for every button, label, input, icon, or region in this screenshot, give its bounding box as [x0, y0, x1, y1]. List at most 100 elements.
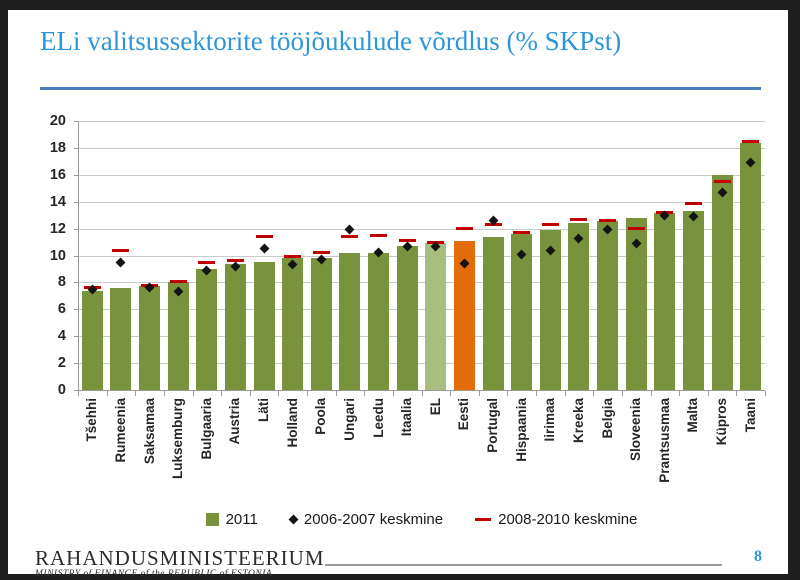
diamond-marker-Ungari — [344, 224, 355, 235]
x-tick-label-Küpros: Küpros — [714, 398, 730, 446]
x-axis-tick — [736, 391, 738, 396]
bar-Taani — [740, 142, 762, 390]
bar-Tšehhi — [81, 290, 103, 390]
legend-item-2011: 2011 — [205, 510, 258, 528]
x-tick-label-Iirimaa: Iirimaa — [542, 398, 558, 442]
dash-marker-Leedu — [370, 233, 388, 237]
dash-marker-Taani — [742, 139, 760, 143]
x-tick-label-Austria: Austria — [227, 398, 243, 445]
diamond-marker-Läti — [259, 243, 270, 254]
diamond-marker-Rumeenia — [115, 257, 126, 268]
x-axis-tick — [249, 391, 251, 396]
dash-marker-Luksemburg — [169, 279, 187, 283]
y-axis-tick — [74, 147, 79, 149]
x-tick-label-Holland: Holland — [284, 398, 300, 448]
title-divider — [40, 87, 761, 90]
page-number: 8 — [754, 548, 762, 565]
x-tick-label-Läti: Läti — [256, 398, 272, 423]
bar-Poola — [310, 258, 332, 390]
x-tick-label-Taani: Taani — [742, 398, 758, 433]
legend-label-2011: 2011 — [225, 510, 258, 528]
x-tick-label-Prantsusmaa: Prantsusmaa — [656, 398, 672, 483]
gridline — [78, 309, 765, 311]
x-axis-tick — [163, 391, 165, 396]
ministry-subtitle: MINISTRY of FINANCE of the REPUBLIC of E… — [35, 569, 273, 579]
y-tick-label: 16 — [49, 166, 66, 183]
x-axis-tick — [679, 391, 681, 396]
bar-chart: 0 2 4 6 8 10 12 14 16 18 20 Tšehhi Rumeenia Saksamaa L… — [8, 10, 788, 574]
y-axis-tick — [74, 309, 79, 311]
x-tick-label-Belgia: Belgia — [599, 398, 615, 439]
dash-marker-Holland — [284, 255, 302, 259]
dash-marker-Iirimaa — [541, 223, 559, 227]
bar-Prantsusmaa — [654, 212, 676, 390]
dash-marker-Eesti — [455, 227, 473, 231]
bar-Ungari — [339, 252, 361, 390]
gridline — [78, 255, 765, 257]
chart-legend: 2011 2006-2007 keskmine 2008-2010 keskmi… — [78, 506, 765, 532]
dash-marker-Bulgaaria — [198, 260, 216, 264]
y-axis-tick — [74, 336, 79, 338]
legend-label-2006-2007: 2006-2007 keskmine — [303, 510, 444, 528]
x-tick-label-Leedu: Leedu — [370, 398, 386, 438]
bar-Leedu — [368, 252, 390, 390]
bar-Malta — [682, 211, 704, 390]
bar-EL — [425, 243, 447, 390]
y-axis-tick — [74, 363, 79, 365]
bar-Itaalia — [396, 246, 418, 390]
x-tick-label-Poola: Poola — [313, 398, 329, 435]
bar-Holland — [282, 258, 304, 390]
y-axis-tick — [74, 282, 79, 284]
x-axis-tick — [593, 391, 595, 396]
gridline — [78, 336, 765, 338]
x-axis-tick — [536, 391, 537, 396]
y-axis-tick — [74, 121, 79, 122]
y-axis-tick — [74, 390, 79, 391]
gridline — [78, 228, 765, 230]
y-tick-label: 18 — [49, 139, 66, 156]
dash-marker-Poola — [312, 251, 330, 255]
dash-marker-Hispaania — [513, 231, 531, 235]
x-axis-tick — [278, 391, 280, 396]
bar-Eesti — [453, 240, 475, 390]
presentation-slide: ELi valitsussektorite tööjõukulude võrdl… — [8, 10, 788, 579]
dash-marker-Austria — [226, 259, 244, 263]
legend-item-2008-2010: 2008-2010 keskmine — [475, 511, 637, 528]
x-axis-tick — [106, 391, 108, 396]
bar-Kreeka — [568, 223, 590, 390]
x-axis-tick — [707, 391, 709, 396]
x-tick-label-Ungari: Ungari — [341, 398, 357, 441]
bar-Rumeenia — [110, 287, 132, 390]
bar-Portugal — [482, 236, 504, 390]
gridline — [78, 147, 765, 149]
x-axis-tick — [135, 391, 137, 396]
ministry-logo: RAHANDUSMINISTEERIUM MINISTRY of FINANCE… — [35, 548, 325, 580]
y-axis-tick — [74, 174, 79, 176]
y-axis-tick — [74, 255, 79, 257]
x-axis-line — [78, 390, 765, 391]
x-axis-tick — [392, 391, 394, 396]
y-tick-label: 6 — [57, 301, 66, 318]
x-axis-tick — [307, 391, 308, 396]
x-tick-label-Tšehhi: Tšehhi — [84, 398, 100, 442]
x-axis-tick — [564, 391, 566, 396]
legend-item-2006-2007: 2006-2007 keskmine — [288, 510, 444, 528]
bar-Läti — [253, 262, 275, 390]
y-tick-label: 0 — [57, 382, 66, 398]
bar-Küpros — [711, 174, 733, 390]
bar-Austria — [224, 263, 246, 390]
gridline — [78, 201, 765, 203]
x-axis-tick — [221, 391, 223, 396]
gridline — [78, 363, 765, 365]
dash-marker-Läti — [255, 235, 273, 239]
dash-marker-Küpros — [713, 180, 731, 183]
y-tick-label: 8 — [57, 274, 66, 291]
bar-Hispaania — [511, 234, 533, 390]
dash-marker-Itaalia — [398, 239, 416, 243]
y-axis-tick — [74, 201, 79, 203]
x-tick-label-Luksemburg: Luksemburg — [170, 398, 186, 480]
x-tick-label-Kreeka: Kreeka — [570, 398, 586, 444]
gridline — [78, 282, 765, 284]
x-axis-tick — [765, 391, 766, 396]
